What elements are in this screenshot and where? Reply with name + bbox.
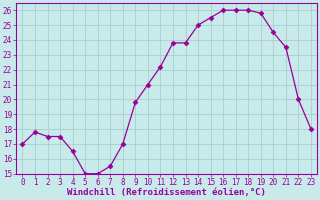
X-axis label: Windchill (Refroidissement éolien,°C): Windchill (Refroidissement éolien,°C) — [67, 188, 266, 197]
